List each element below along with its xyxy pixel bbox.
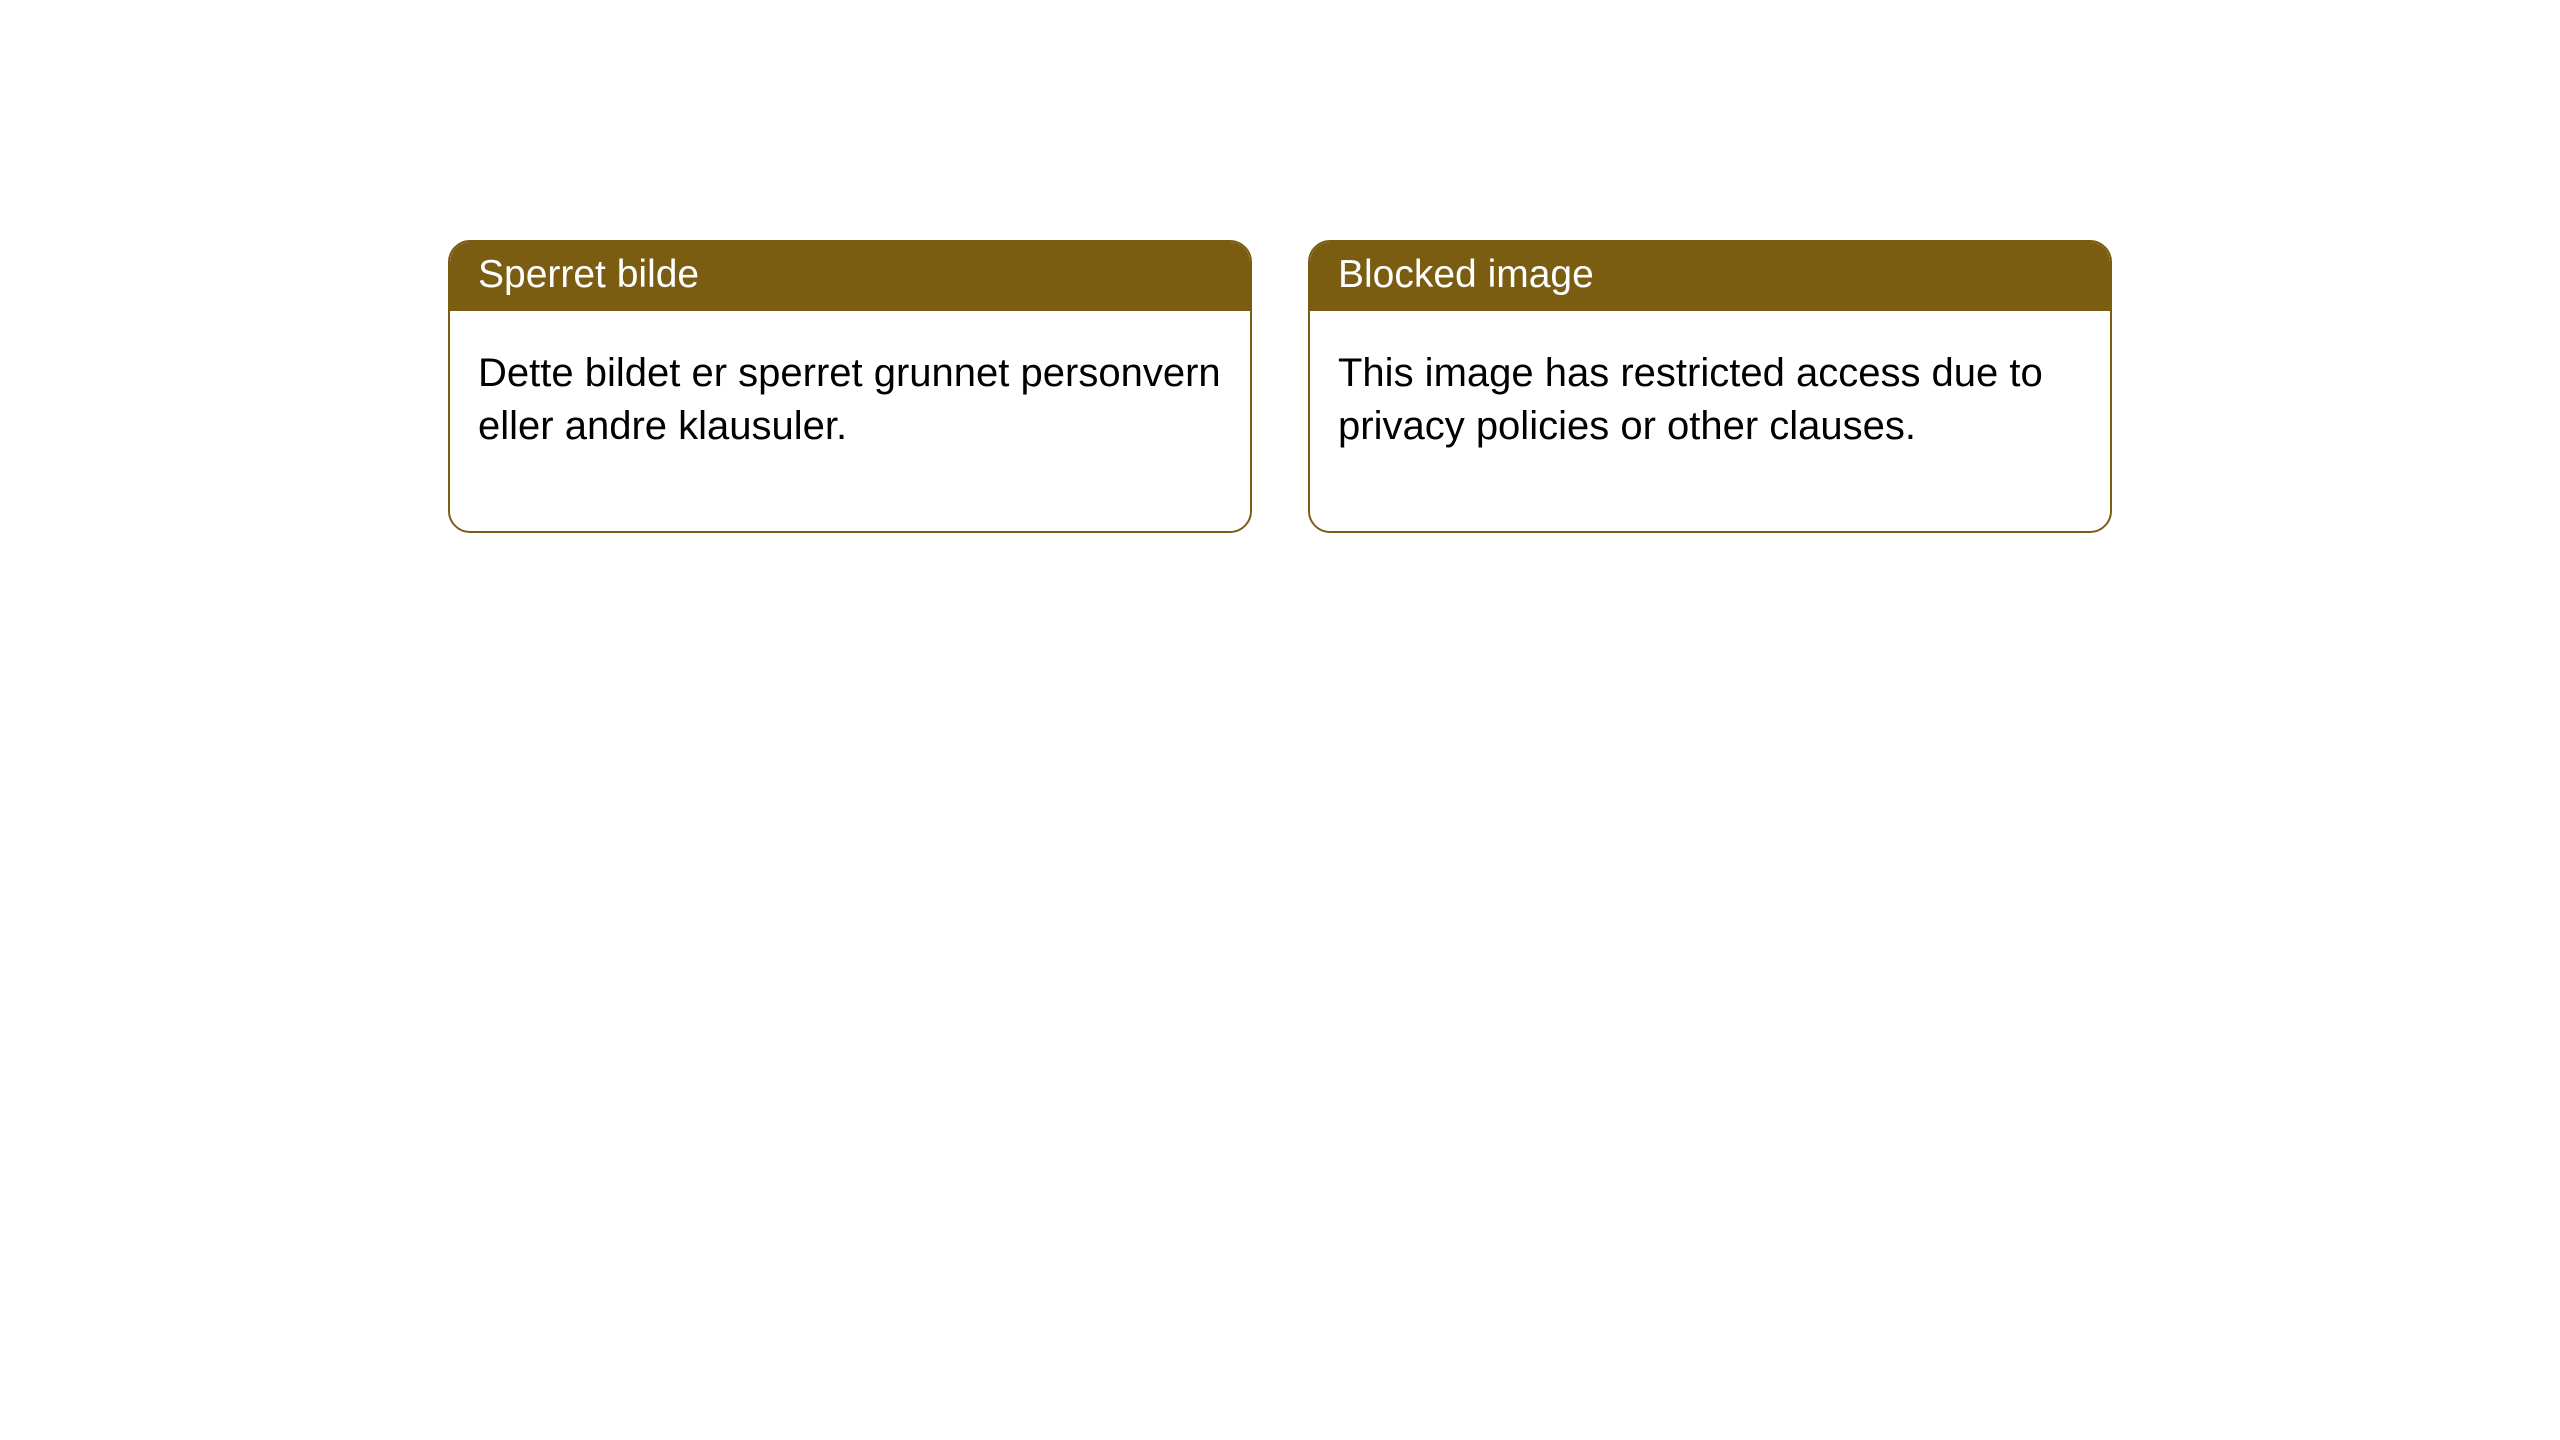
notice-card-norwegian: Sperret bilde Dette bildet er sperret gr… xyxy=(448,240,1252,533)
notice-card-header: Sperret bilde xyxy=(450,242,1250,311)
notice-card-english: Blocked image This image has restricted … xyxy=(1308,240,2112,533)
notice-card-header: Blocked image xyxy=(1310,242,2110,311)
notice-card-body: Dette bildet er sperret grunnet personve… xyxy=(450,311,1250,531)
notice-card-text: Dette bildet er sperret grunnet personve… xyxy=(478,347,1222,453)
notice-cards-container: Sperret bilde Dette bildet er sperret gr… xyxy=(448,240,2112,533)
notice-card-body: This image has restricted access due to … xyxy=(1310,311,2110,531)
notice-card-text: This image has restricted access due to … xyxy=(1338,347,2082,453)
notice-card-title: Sperret bilde xyxy=(478,253,699,296)
notice-card-title: Blocked image xyxy=(1338,253,1594,296)
